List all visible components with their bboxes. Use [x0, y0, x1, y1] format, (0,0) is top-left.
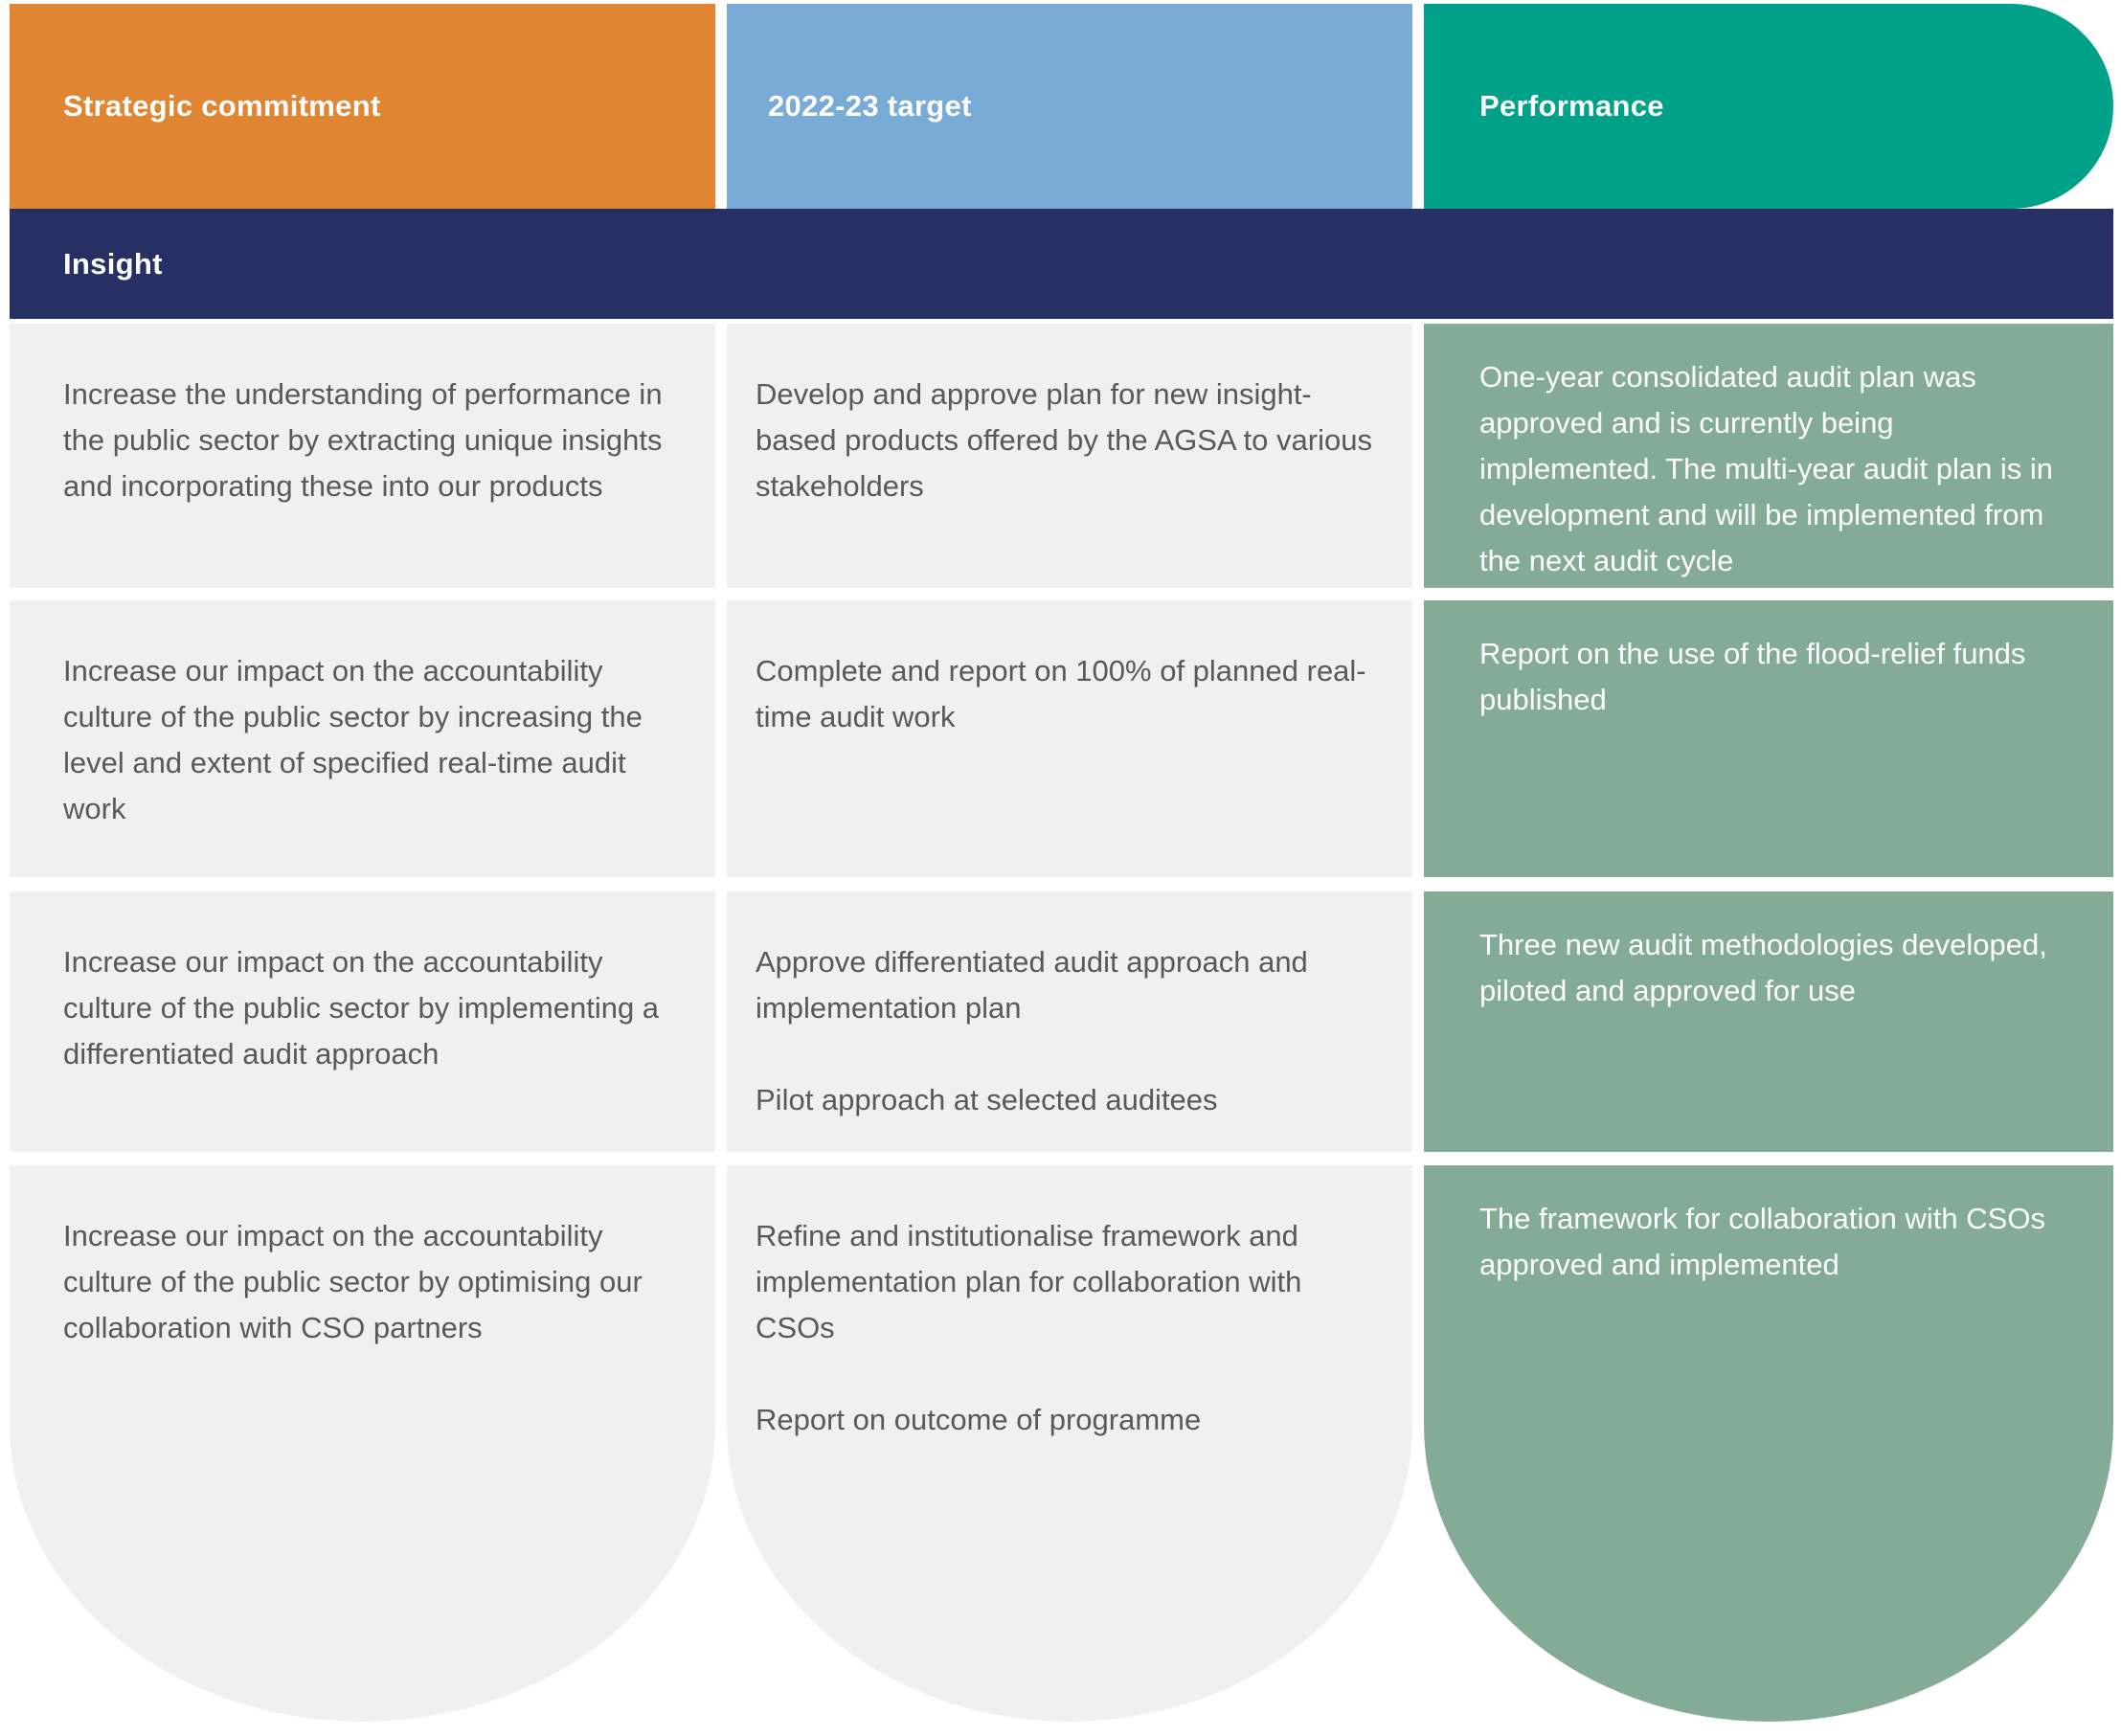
cell-paragraph: Approve differentiated audit approach an… [756, 945, 1308, 1025]
cell-target: Develop and approve plan for new insight… [727, 324, 1412, 588]
cell-paragraph: Complete and report on 100% of planned r… [756, 654, 1366, 733]
cell-paragraph: One-year consolidated audit plan was app… [1479, 360, 2054, 577]
section-band-insight: Insight [10, 209, 2113, 319]
cell-performance: Report on the use of the flood-relief fu… [1424, 600, 2113, 877]
cell-commitment: Increase our impact on the accountabilit… [10, 891, 715, 1152]
cell-target: Refine and institutionalise framework an… [727, 1165, 1412, 1722]
cell-commitment: Increase our impact on the accountabilit… [10, 1165, 715, 1722]
cell-paragraph: Develop and approve plan for new insight… [756, 377, 1372, 503]
cell-paragraph: Report on the use of the flood-relief fu… [1479, 637, 2026, 716]
table-row: Increase our impact on the accountabilit… [10, 1165, 2113, 1722]
cell-paragraph: Increase our impact on the accountabilit… [63, 654, 643, 825]
cell-target: Complete and report on 100% of planned r… [727, 600, 1412, 877]
cell-paragraph: Three new audit methodologies developed,… [1479, 928, 2047, 1007]
table-row: Increase our impact on the accountabilit… [10, 600, 2113, 877]
cell-performance: The framework for collaboration with CSO… [1424, 1165, 2113, 1722]
cell-paragraph: The framework for collaboration with CSO… [1479, 1202, 2045, 1281]
cell-performance: One-year consolidated audit plan was app… [1424, 324, 2113, 588]
header-label: 2022-23 target [768, 89, 972, 123]
table-row: Increase our impact on the accountabilit… [10, 891, 2113, 1152]
cell-paragraph: Report on outcome of programme [756, 1403, 1202, 1436]
cell-commitment: Increase our impact on the accountabilit… [10, 600, 715, 877]
header-label: Strategic commitment [63, 89, 381, 123]
cell-paragraph: Pilot approach at selected auditees [756, 1083, 1218, 1116]
table-header-row: Strategic commitment 2022-23 target Perf… [10, 4, 2113, 209]
section-label: Insight [63, 246, 163, 281]
header-cell-target: 2022-23 target [727, 4, 1412, 209]
cell-performance: Three new audit methodologies developed,… [1424, 891, 2113, 1152]
cell-paragraph: Refine and institutionalise framework an… [756, 1219, 1302, 1344]
performance-table: Strategic commitment 2022-23 target Perf… [10, 4, 2113, 1722]
header-cell-performance: Performance [1424, 4, 2113, 209]
table-row: Increase the understanding of performanc… [10, 324, 2113, 588]
cell-paragraph: Increase our impact on the accountabilit… [63, 945, 660, 1071]
cell-commitment: Increase the understanding of performanc… [10, 324, 715, 588]
cell-paragraph: Increase the understanding of performanc… [63, 377, 663, 503]
header-cell-strategic-commitment: Strategic commitment [10, 4, 715, 209]
header-label: Performance [1479, 89, 1664, 123]
cell-paragraph: Increase our impact on the accountabilit… [63, 1219, 643, 1344]
cell-target: Approve differentiated audit approach an… [727, 891, 1412, 1152]
